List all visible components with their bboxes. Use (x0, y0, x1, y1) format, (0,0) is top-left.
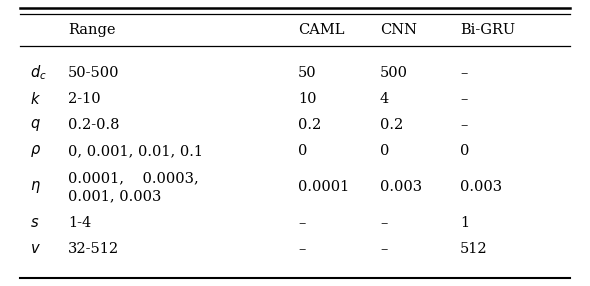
Text: –: – (460, 92, 467, 106)
Text: $\eta$: $\eta$ (30, 179, 41, 195)
Text: 32-512: 32-512 (68, 242, 119, 256)
Text: 0.003: 0.003 (380, 180, 422, 194)
Text: –: – (298, 216, 306, 230)
Text: CAML: CAML (298, 23, 345, 37)
Text: –: – (460, 118, 467, 132)
Text: –: – (380, 216, 388, 230)
Text: $\rho$: $\rho$ (30, 143, 41, 159)
Text: 0.0001,    0.0003,
0.001, 0.003: 0.0001, 0.0003, 0.001, 0.003 (68, 171, 199, 203)
Text: 4: 4 (380, 92, 389, 106)
Text: –: – (380, 242, 388, 256)
Text: 50: 50 (298, 66, 317, 80)
Text: 0.2-0.8: 0.2-0.8 (68, 118, 120, 132)
Text: 0: 0 (380, 144, 389, 158)
Text: 10: 10 (298, 92, 316, 106)
Text: $s$: $s$ (30, 216, 40, 230)
Text: 0, 0.001, 0.01, 0.1: 0, 0.001, 0.01, 0.1 (68, 144, 203, 158)
Text: Range: Range (68, 23, 116, 37)
Text: 0: 0 (460, 144, 470, 158)
Text: $v$: $v$ (30, 242, 41, 256)
Text: 50-500: 50-500 (68, 66, 120, 80)
Text: 0.003: 0.003 (460, 180, 502, 194)
Text: 1-4: 1-4 (68, 216, 91, 230)
Text: 500: 500 (380, 66, 408, 80)
Text: $k$: $k$ (30, 91, 41, 107)
Text: 0: 0 (298, 144, 307, 158)
Text: 0.2: 0.2 (298, 118, 321, 132)
Text: Bi-GRU: Bi-GRU (460, 23, 515, 37)
Text: 2-10: 2-10 (68, 92, 101, 106)
Text: 1: 1 (460, 216, 469, 230)
Text: CNN: CNN (380, 23, 417, 37)
Text: 512: 512 (460, 242, 487, 256)
Text: 0.0001: 0.0001 (298, 180, 349, 194)
Text: $d_c$: $d_c$ (30, 64, 47, 82)
Text: 0.2: 0.2 (380, 118, 403, 132)
Text: –: – (298, 242, 306, 256)
Text: $q$: $q$ (30, 117, 41, 133)
Text: –: – (460, 66, 467, 80)
